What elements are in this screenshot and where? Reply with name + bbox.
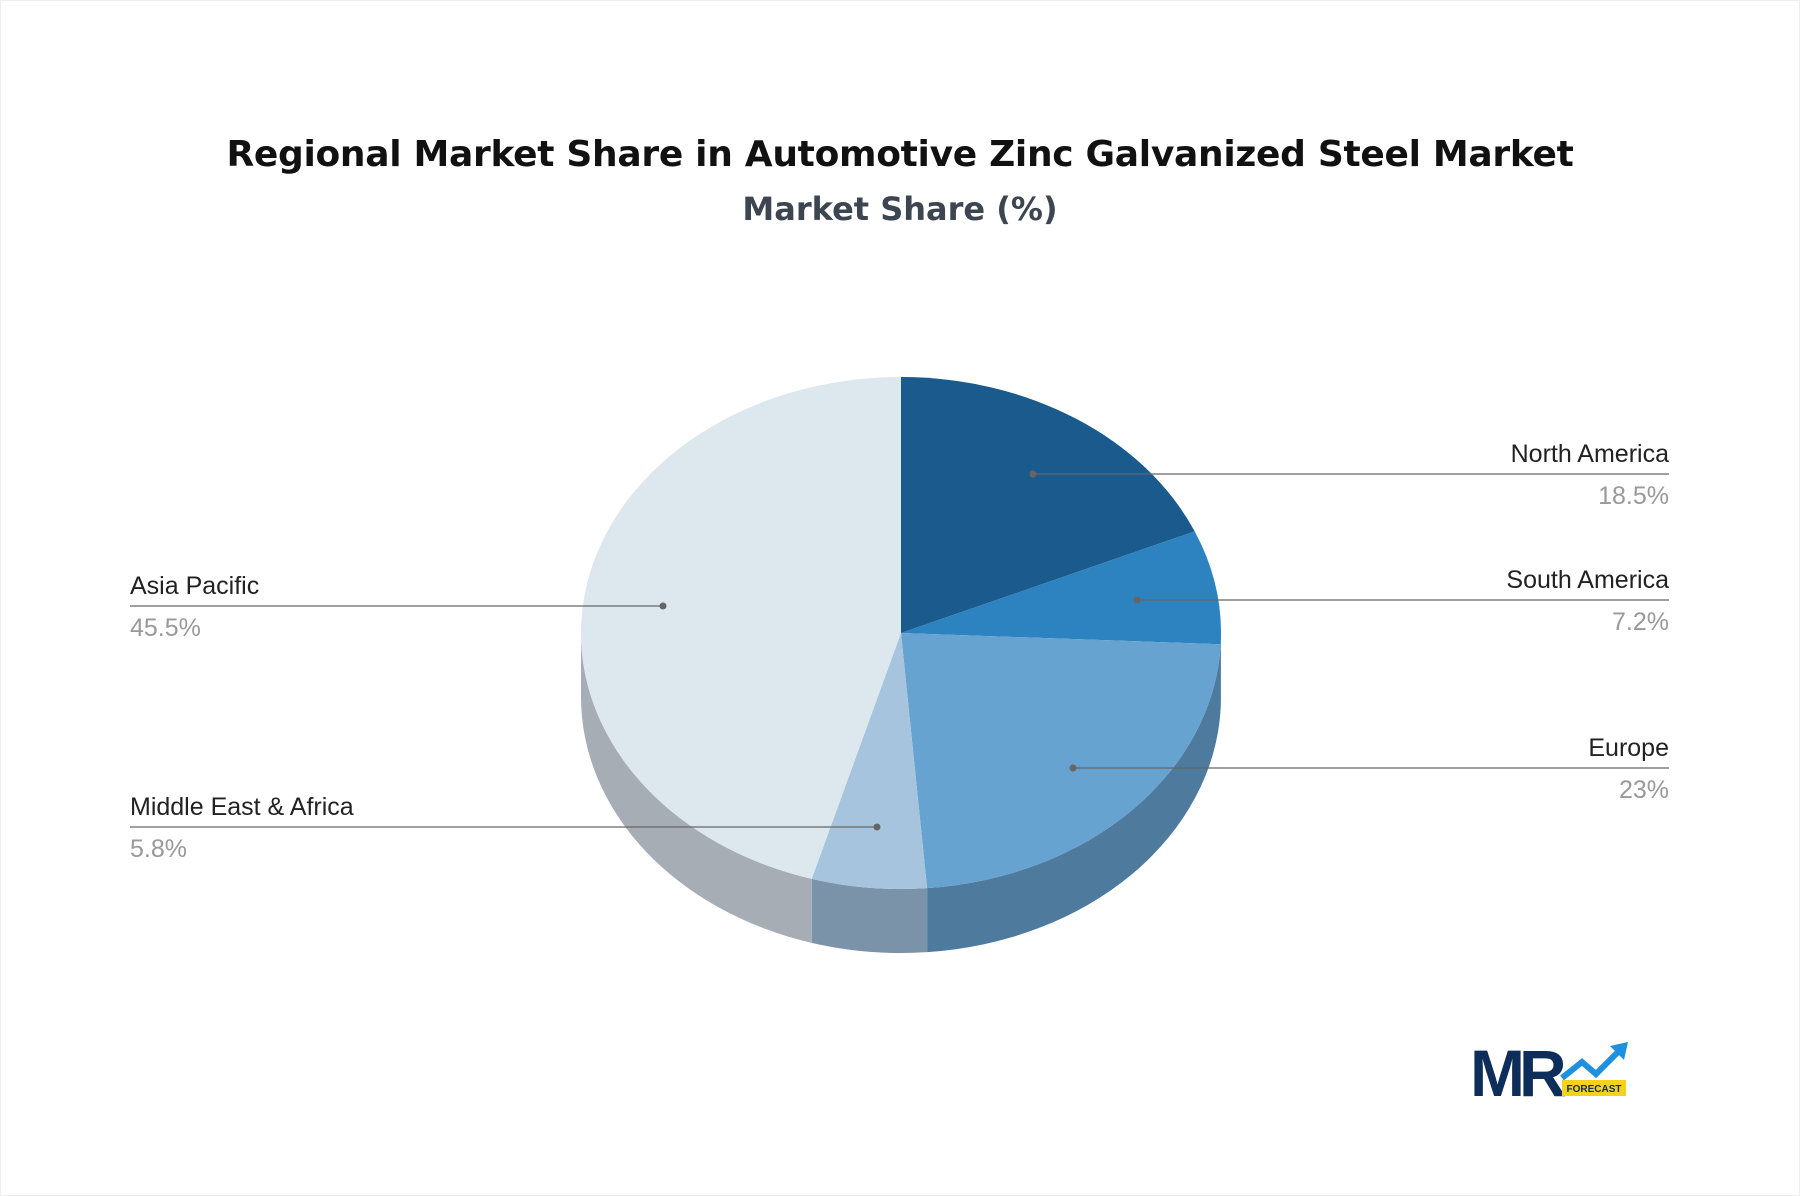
pie-slice-europe[interactable] <box>901 633 1221 889</box>
leader-dot-middle-east-africa <box>873 823 881 831</box>
pie-side-europe <box>927 644 1221 953</box>
chart-subtitle: Market Share (%) <box>742 190 1058 228</box>
leader-dot-asia-pacific <box>659 602 667 610</box>
pie-slice-north-america[interactable] <box>901 377 1195 633</box>
pie-side-asia-pacific <box>581 633 812 943</box>
pie-slice-middle-east-africa[interactable] <box>811 633 928 889</box>
slice-label-europe: Europe <box>1588 734 1669 762</box>
svg-text:FORECAST: FORECAST <box>1567 1084 1622 1095</box>
leader-dot-south-america <box>1133 596 1141 604</box>
slice-label-north-america: North America <box>1510 440 1669 468</box>
mr-forecast-logo: MR FORECAST <box>1470 1040 1628 1102</box>
slice-label-south-america: South America <box>1506 566 1669 594</box>
chart-title: Regional Market Share in Automotive Zinc… <box>226 134 1574 175</box>
slice-value-middle-east-africa: 5.8% <box>130 835 187 863</box>
slice-label-asia-pacific: Asia Pacific <box>130 572 260 600</box>
pie-side-middle-east-africa <box>811 878 928 953</box>
leader-dot-europe <box>1069 764 1077 772</box>
slice-value-north-america: 18.5% <box>1598 482 1669 510</box>
slice-value-south-america: 7.2% <box>1612 608 1669 636</box>
pie-slice-asia-pacific[interactable] <box>580 377 901 879</box>
svg-text:MR: MR <box>1470 1040 1566 1102</box>
slice-label-middle-east-africa: Middle East & Africa <box>130 793 354 821</box>
slice-value-europe: 23% <box>1618 776 1669 804</box>
pie-slice-south-america[interactable] <box>901 531 1221 645</box>
leader-dot-north-america <box>1029 470 1037 478</box>
slice-value-asia-pacific: 45.5% <box>130 614 201 642</box>
